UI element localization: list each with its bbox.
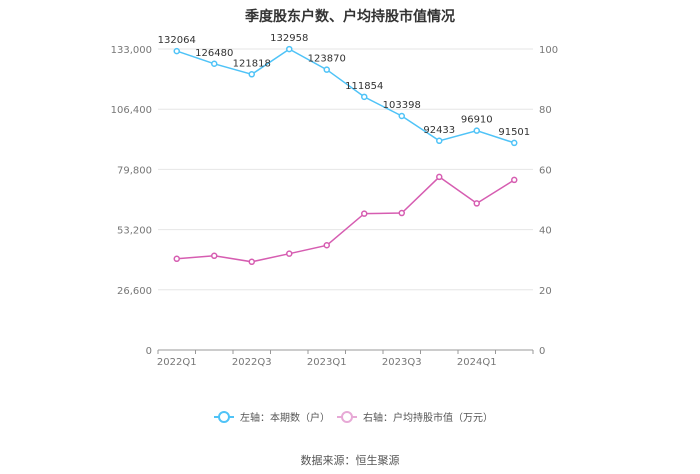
series-line-0 [176, 48, 515, 144]
right-tick-label: 60 [539, 165, 552, 176]
data-point[interactable] [473, 200, 480, 207]
series-line-1 [176, 175, 515, 263]
x-tick-label: 2022Q3 [232, 357, 272, 368]
data-label: 96910 [461, 115, 493, 126]
right-tick-label: 0 [539, 346, 545, 357]
data-point[interactable] [436, 137, 443, 145]
data-point[interactable] [361, 210, 368, 217]
left-tick-label: 133,000 [111, 45, 152, 56]
x-tick-label: 2024Q1 [457, 357, 497, 368]
legend: 左轴：本期数（户） 右轴：户均持股市值（万元） [214, 411, 493, 424]
data-point[interactable] [436, 173, 443, 181]
data-label: 92433 [423, 125, 455, 136]
data-label: 132064 [158, 35, 196, 46]
data-point[interactable] [511, 176, 518, 184]
data-point[interactable] [323, 242, 330, 249]
legend-item-avg-value[interactable]: 右轴：户均持股市值（万元） [337, 411, 493, 424]
data-point[interactable] [511, 139, 518, 147]
data-point[interactable] [361, 93, 368, 101]
left-tick-label: 0 [146, 346, 152, 357]
x-tick-label: 2023Q1 [307, 357, 347, 368]
data-point[interactable] [473, 127, 480, 134]
right-axis-ticks: 0 20 40 60 80 100 [539, 45, 558, 357]
left-tick-label: 53,200 [117, 226, 152, 237]
data-label: 126480 [195, 48, 233, 59]
legend-label-households: 左轴：本期数（户） [240, 411, 330, 424]
data-point[interactable] [398, 209, 405, 217]
data-point[interactable] [211, 252, 218, 260]
data-point[interactable] [173, 47, 180, 55]
data-label: 132958 [270, 33, 308, 44]
data-point[interactable] [248, 258, 255, 266]
left-tick-label: 106,400 [111, 105, 152, 116]
data-point[interactable] [398, 112, 405, 120]
grid-lines [158, 48, 533, 351]
right-tick-label: 20 [539, 286, 552, 297]
legend-marker-avg-value [341, 411, 353, 423]
data-point[interactable] [248, 71, 255, 78]
data-point[interactable] [286, 45, 293, 53]
legend-label-avg-value: 右轴：户均持股市值（万元） [363, 411, 493, 424]
data-point[interactable] [286, 250, 293, 257]
right-tick-label: 40 [539, 226, 552, 237]
legend-item-households[interactable]: 左轴：本期数（户） [214, 411, 330, 424]
x-tick-label: 2023Q3 [382, 357, 422, 368]
data-label: 103398 [383, 100, 421, 111]
chart-title: 季度股东户数、户均持股市值情况 [245, 9, 455, 25]
data-source: 数据来源：恒生聚源 [300, 454, 400, 467]
left-axis-ticks: 0 26,600 53,200 79,800 106,400 133,000 [111, 45, 152, 357]
left-tick-label: 26,600 [117, 286, 152, 297]
data-label: 91501 [498, 127, 530, 138]
right-tick-label: 80 [539, 105, 552, 116]
data-point[interactable] [173, 255, 180, 263]
x-tick-label: 2022Q1 [157, 357, 197, 368]
data-point[interactable] [323, 66, 330, 73]
right-tick-label: 100 [539, 45, 558, 56]
series-layer [173, 45, 518, 266]
x-axis-ticks: 2022Q1 2022Q3 2023Q1 2023Q3 2024Q1 [157, 350, 534, 368]
data-label: 121818 [233, 58, 271, 69]
data-label: 123870 [308, 54, 346, 65]
data-point[interactable] [211, 60, 218, 68]
data-label: 111854 [345, 81, 383, 92]
legend-marker-households [218, 411, 230, 423]
left-tick-label: 79,800 [117, 165, 152, 176]
